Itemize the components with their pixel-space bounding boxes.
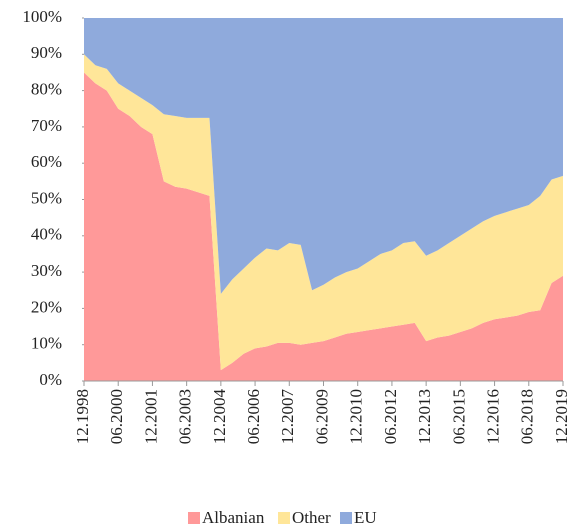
x-tick-label: 06.2009 (312, 389, 331, 444)
legend-swatch (278, 512, 290, 524)
y-tick-label: 40% (31, 225, 62, 244)
x-tick-label: 06.2003 (176, 389, 195, 444)
legend-swatch (188, 512, 200, 524)
x-tick-label: 12.2013 (415, 389, 434, 444)
x-tick-label: 06.2018 (518, 389, 537, 444)
y-tick-label: 20% (31, 297, 62, 316)
legend-label: Albanian (202, 508, 265, 527)
x-tick-label: 12.2001 (141, 389, 160, 444)
x-tick-label: 06.2000 (107, 389, 126, 444)
y-tick-label: 50% (31, 188, 62, 207)
area (84, 54, 563, 371)
area (84, 72, 563, 381)
x-tick-label: 12.2010 (347, 389, 366, 444)
x-tick-label: 12.2004 (210, 389, 229, 445)
area (84, 18, 563, 294)
x-tick-label: 12.2007 (278, 389, 297, 445)
x-tick-label: 06.2006 (244, 389, 263, 444)
x-tick-label: 12.2016 (483, 389, 502, 444)
y-tick-label: 90% (31, 43, 62, 62)
x-tick-label: 06.2015 (449, 389, 468, 444)
y-tick-label: 80% (31, 80, 62, 99)
x-tick-label: 12.1998 (73, 389, 92, 444)
y-tick-label: 100% (22, 7, 62, 26)
y-tick-label: 70% (31, 116, 62, 135)
legend-label: EU (354, 508, 377, 527)
x-tick-label: 12.2019 (552, 389, 568, 444)
x-tick-label: 06.2012 (381, 389, 400, 444)
legend-swatch (340, 512, 352, 524)
y-tick-label: 10% (31, 334, 62, 353)
y-tick-label: 60% (31, 152, 62, 171)
legend-label: Other (292, 508, 331, 527)
y-tick-label: 30% (31, 261, 62, 280)
y-tick-label: 0% (39, 370, 62, 389)
